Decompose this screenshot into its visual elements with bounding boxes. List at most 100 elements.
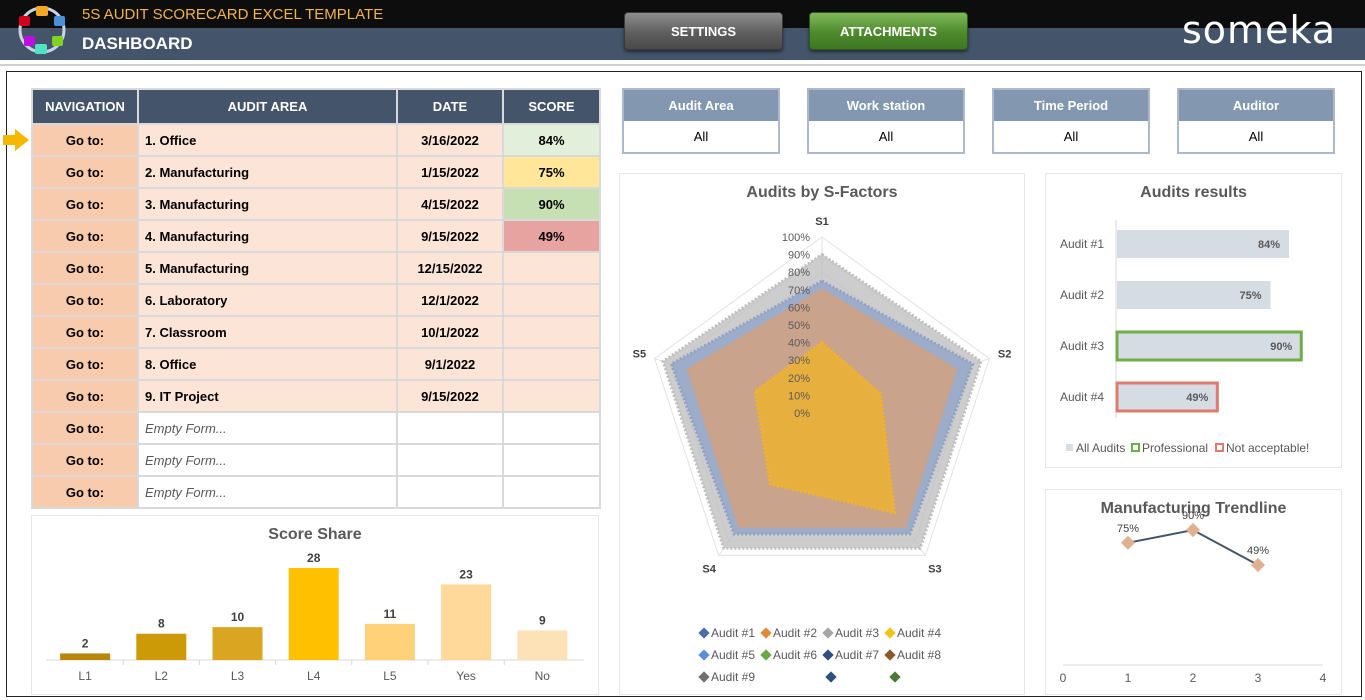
- goto-link[interactable]: Go to:: [31, 411, 139, 445]
- tick-label: 3: [1255, 671, 1262, 685]
- goto-link[interactable]: Go to:: [31, 475, 139, 509]
- audit-area-cell: 7. Classroom: [137, 315, 398, 349]
- data-label: 90%: [1270, 341, 1292, 353]
- goto-link[interactable]: Go to:: [31, 219, 139, 253]
- tick-label: L3: [231, 669, 245, 683]
- legend-marker: [760, 627, 772, 639]
- legend-marker: [884, 627, 896, 639]
- legend-marker: [698, 649, 710, 661]
- tick-label: 30%: [788, 355, 810, 367]
- audit-area-filter-value[interactable]: All: [693, 129, 709, 144]
- category-label: Audit #1: [1060, 237, 1104, 251]
- date-cell: 12/1/2022: [396, 283, 504, 317]
- audit-area-cell: 2. Manufacturing: [137, 155, 398, 189]
- goto-link[interactable]: Go to:: [31, 379, 139, 413]
- legend-entry: Audit #2: [773, 626, 817, 640]
- auditor-filter-value[interactable]: All: [1248, 129, 1264, 144]
- tick-label: 0%: [794, 408, 810, 420]
- audit-area-cell: 4. Manufacturing: [137, 219, 398, 253]
- goto-link[interactable]: Go to:: [31, 347, 139, 381]
- audit-area-cell: Empty Form...: [137, 411, 398, 445]
- data-label: 11: [384, 607, 397, 621]
- data-label: 10: [231, 610, 245, 624]
- bar: [364, 623, 415, 660]
- work-station-filter[interactable]: Work station All: [807, 88, 965, 154]
- tick-label: 90%: [788, 250, 810, 262]
- bar: [517, 630, 568, 660]
- data-point: [1185, 522, 1201, 538]
- app-logo-icon: [18, 6, 66, 54]
- data-point: [1250, 557, 1266, 573]
- audit-results-chart: Audit #1 84% Audit #2 75% Audit #3 90% Audit #…: [1060, 220, 1309, 455]
- table-row: Go to: Empty Form...: [31, 475, 601, 509]
- legend-entry: Professional: [1142, 441, 1208, 455]
- audit-results-panel: Audits results Audit #1 84% Audit #2 75% Aud…: [1045, 173, 1342, 468]
- audit-area-cell: 5. Manufacturing: [137, 251, 398, 285]
- audit-area-filter-label: Audit Area: [624, 90, 778, 121]
- tick-label: 1: [1125, 671, 1132, 685]
- tick-label: 100%: [782, 232, 810, 244]
- s-factors-panel: Audits by S-Factors 0% 10% 20% 30% 40% 50% 60%…: [619, 173, 1025, 695]
- audit-area-filter[interactable]: Audit Area All: [622, 88, 780, 154]
- legend-entry: Audit #6: [773, 648, 817, 662]
- axis-label: S5: [633, 349, 646, 361]
- legend-entry: Audit #9: [711, 670, 755, 684]
- date-cell: 9/15/2022: [396, 379, 504, 413]
- auditor-filter[interactable]: Auditor All: [1177, 88, 1335, 154]
- bar: [1115, 330, 1303, 362]
- goto-link[interactable]: Go to:: [31, 251, 139, 285]
- tick-label: 70%: [788, 285, 810, 297]
- tick-label: 20%: [788, 373, 810, 385]
- settings-button[interactable]: SETTINGS: [624, 12, 783, 50]
- axis-label: S3: [928, 563, 941, 575]
- audit-results-title: Audits results: [1140, 184, 1247, 201]
- data-label: 28: [307, 551, 321, 565]
- data-point: [1120, 535, 1136, 550]
- work-station-filter-value[interactable]: All: [878, 129, 894, 144]
- attachments-button[interactable]: ATTACHMENTS: [809, 12, 968, 50]
- legend-entry: Not acceptable!: [1226, 441, 1309, 455]
- s-factors-title: Audits by S-Factors: [746, 184, 898, 201]
- score-cell: [502, 347, 601, 381]
- goto-link[interactable]: Go to:: [31, 443, 139, 477]
- tick-label: 40%: [788, 338, 810, 350]
- bar: [60, 653, 111, 660]
- goto-link[interactable]: Go to:: [31, 187, 139, 221]
- time-period-filter-value[interactable]: All: [1063, 129, 1079, 144]
- time-period-filter[interactable]: Time Period All: [992, 88, 1150, 154]
- table-row: Go to: 8. Office 9/1/2022: [31, 347, 601, 381]
- goto-link[interactable]: Go to:: [31, 315, 139, 349]
- score-share-chart: 2 L1 8 L2 10 L3 28 L4 11 L5 23 Yes 9 No: [46, 551, 584, 683]
- auditor-filter-label: Auditor: [1179, 90, 1333, 121]
- score-cell: [502, 443, 601, 477]
- data-label: 9: [539, 613, 546, 627]
- score-cell: [502, 475, 601, 509]
- audit-area-cell: 1. Office: [137, 123, 398, 157]
- category-label: Audit #4: [1060, 390, 1104, 404]
- divider: [0, 64, 1365, 66]
- page-title: DASHBOARD: [82, 34, 193, 53]
- goto-link[interactable]: Go to:: [31, 155, 139, 189]
- table-row: Go to: 3. Manufacturing 4/15/2022 90%: [31, 187, 601, 221]
- goto-link[interactable]: Go to:: [31, 283, 139, 317]
- date-cell: 3/16/2022: [396, 123, 504, 157]
- table-row: Go to: 2. Manufacturing 1/15/2022 75%: [31, 155, 601, 189]
- table-row: Go to: 6. Laboratory 12/1/2022: [31, 283, 601, 317]
- legend-marker: [822, 649, 834, 661]
- trendline-title: Manufacturing Trendline: [1100, 500, 1287, 517]
- data-label: 49%: [1247, 545, 1269, 557]
- score-cell: 84%: [502, 123, 601, 157]
- date-cell: 10/1/2022: [396, 315, 504, 349]
- goto-link[interactable]: Go to:: [31, 123, 139, 157]
- date-cell: 12/15/2022: [396, 251, 504, 285]
- bar: [136, 633, 187, 660]
- score-cell: [502, 251, 601, 285]
- column-header-audit-area: AUDIT AREA: [137, 88, 398, 125]
- legend-entry: All Audits: [1076, 441, 1125, 455]
- score-cell: 49%: [502, 219, 601, 253]
- axis-label: S4: [702, 563, 716, 575]
- date-cell: 9/15/2022: [396, 219, 504, 253]
- app-title: 5S AUDIT SCORECARD EXCEL TEMPLATE: [82, 6, 384, 23]
- legend-marker: [884, 649, 896, 661]
- tick-label: L4: [307, 669, 321, 683]
